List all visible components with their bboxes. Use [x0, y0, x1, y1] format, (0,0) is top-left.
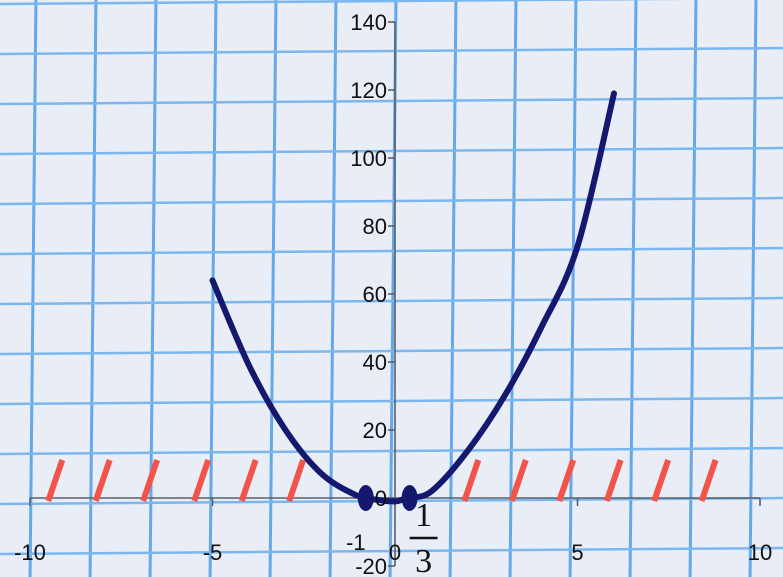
hatch-mark [238, 459, 259, 502]
root-label-denominator: 3 [415, 543, 432, 577]
grid-line-horizontal [0, 296, 783, 306]
hatch-mark [286, 459, 306, 502]
grid-line-vertical [28, 0, 38, 577]
grid-line-horizontal [0, 246, 783, 256]
grid-line-vertical [748, 0, 758, 577]
inequality-hatching [45, 459, 719, 502]
y-tick-label: 80 [363, 214, 387, 239]
grid-line-horizontal [0, 446, 783, 456]
x-tick-label: -10 [14, 540, 46, 565]
grid-line-horizontal [0, 196, 783, 206]
hatch-mark [556, 459, 577, 502]
hatch-mark [140, 459, 160, 502]
y-tick-label: 120 [350, 78, 387, 103]
y-tick-label: 140 [350, 10, 387, 35]
hatch-mark [651, 459, 671, 502]
grid-line-vertical [88, 0, 98, 577]
x-tick-label: 0 [389, 540, 401, 565]
grid-line-vertical [628, 0, 638, 577]
hatch-mark [45, 459, 66, 502]
grid-line-horizontal [0, 546, 783, 556]
y-tick-label: 20 [363, 418, 387, 443]
grid-line-vertical [448, 0, 458, 577]
grid-line-vertical [508, 0, 518, 577]
root-marker [357, 485, 374, 511]
root-label-left: -1 [346, 530, 366, 555]
root-marker [401, 485, 418, 511]
y-tick-label: 100 [350, 146, 387, 171]
hatch-mark [508, 459, 529, 502]
grid-line-horizontal [0, 346, 783, 356]
grid-line-horizontal [0, 146, 783, 156]
y-tick-label: 60 [363, 282, 387, 307]
grid-line-horizontal [0, 396, 783, 406]
x-tick-label: 5 [571, 540, 583, 565]
y-tick-label: -20 [355, 554, 387, 577]
grid-line-vertical [268, 0, 278, 577]
y-tick-label: 40 [363, 350, 387, 375]
x-tick-label: -5 [203, 540, 223, 565]
root-label-numerator: 1 [415, 497, 432, 534]
grid-line-horizontal [0, 96, 783, 106]
grid-line-vertical [148, 0, 158, 577]
axes [29, 21, 761, 567]
hatch-mark [603, 459, 624, 502]
grid-line-horizontal [0, 46, 783, 56]
hatch-mark [461, 459, 482, 502]
grid-line-horizontal [0, 0, 691, 6]
x-tick-label: 10 [748, 540, 772, 565]
hatch-mark [191, 459, 212, 502]
roots-layer: -1 1 3 [346, 485, 438, 577]
hatch-mark [92, 459, 113, 502]
grid-line-vertical [568, 0, 578, 577]
y-tick-label: 0 [375, 486, 387, 511]
grid-line-vertical [328, 0, 338, 577]
grid-line-vertical [688, 0, 698, 577]
hatch-mark [698, 459, 719, 502]
